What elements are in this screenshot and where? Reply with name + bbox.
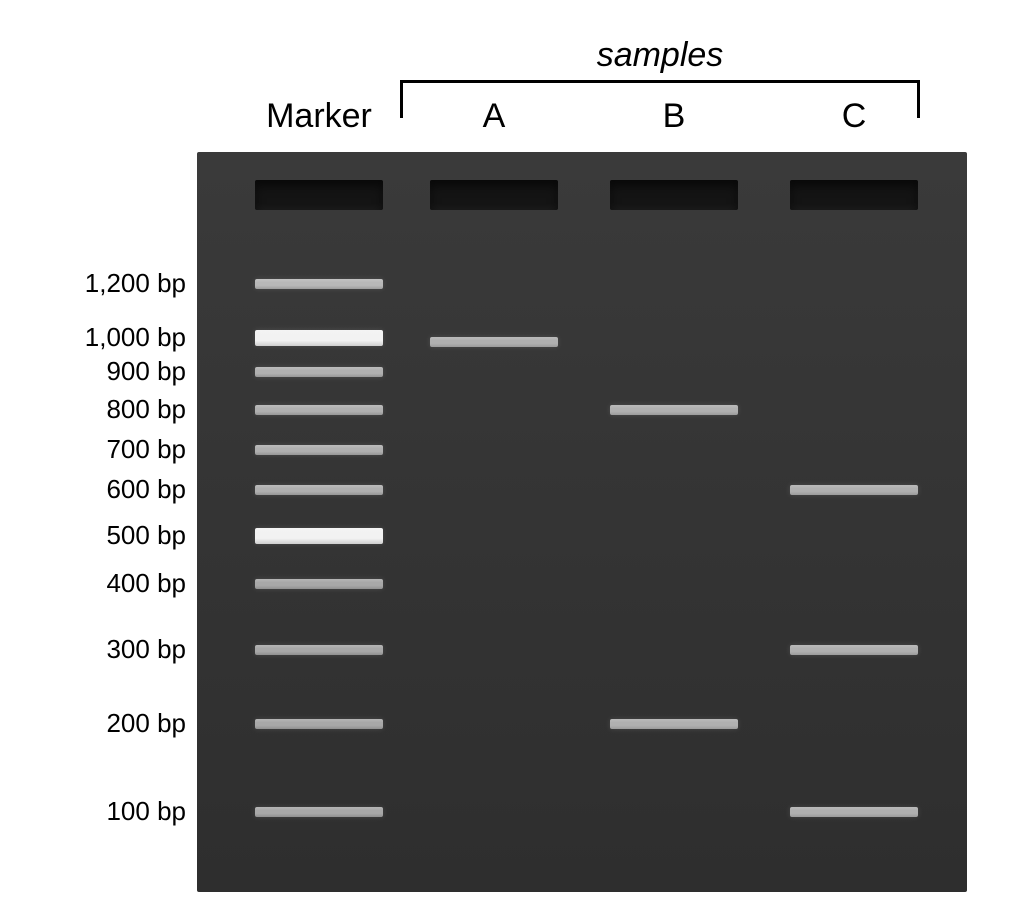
samples-group-label: samples — [400, 36, 920, 75]
sample-band-b — [610, 405, 738, 415]
lane-header-b: B — [584, 97, 764, 136]
lane-header-c: C — [764, 97, 944, 136]
sample-band-c — [790, 645, 918, 655]
bp-label: 1,000 bp — [0, 322, 186, 353]
sample-band-c — [790, 485, 918, 495]
marker-band — [255, 807, 383, 817]
well-marker — [255, 180, 383, 210]
bp-label: 700 bp — [0, 434, 186, 465]
bp-label: 600 bp — [0, 474, 186, 505]
marker-band — [255, 367, 383, 377]
sample-band-c — [790, 807, 918, 817]
bp-label: 200 bp — [0, 708, 186, 739]
bp-label: 500 bp — [0, 520, 186, 551]
bp-label: 300 bp — [0, 634, 186, 665]
bp-label: 1,200 bp — [0, 268, 186, 299]
marker-band — [255, 645, 383, 655]
marker-band — [255, 528, 383, 544]
marker-band — [255, 579, 383, 589]
bp-label: 900 bp — [0, 356, 186, 387]
sample-band-b — [610, 719, 738, 729]
marker-band — [255, 445, 383, 455]
gel-slab-surface — [197, 152, 967, 892]
marker-band — [255, 719, 383, 729]
bp-label: 100 bp — [0, 796, 186, 827]
well-c — [790, 180, 918, 210]
bp-label: 400 bp — [0, 568, 186, 599]
sample-band-a — [430, 337, 558, 347]
marker-band — [255, 330, 383, 346]
bp-label: 800 bp — [0, 394, 186, 425]
gel-slab — [197, 152, 967, 892]
marker-band — [255, 279, 383, 289]
gel-electrophoresis-diagram: samples Marker A B C 1,200 bp 1,000 bp900… — [0, 0, 1025, 921]
marker-band — [255, 405, 383, 415]
lane-header-marker: Marker — [229, 97, 409, 136]
marker-band — [255, 485, 383, 495]
lane-header-a: A — [404, 97, 584, 136]
well-a — [430, 180, 558, 210]
well-b — [610, 180, 738, 210]
